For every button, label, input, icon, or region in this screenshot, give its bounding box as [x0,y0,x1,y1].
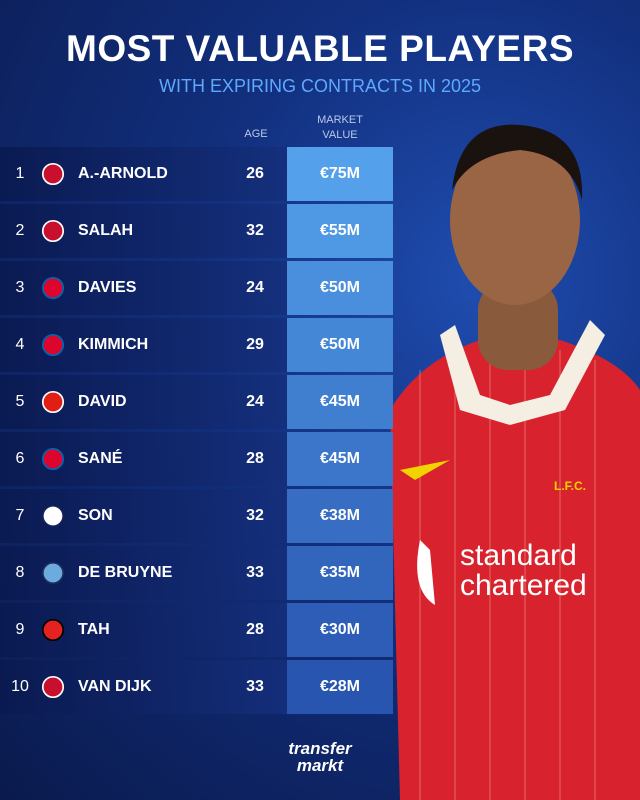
player-name: TAH [78,621,110,638]
market-value: €55M [287,204,393,258]
table-row: 6 SANÉ 28 €45M [0,432,393,486]
swoosh [400,460,450,480]
column-header: MARKET VALUE [317,114,363,141]
sponsor-icon [417,540,435,605]
rank: 8 [15,564,25,581]
neck [478,280,558,370]
age: 33 [246,564,264,581]
sponsor-text: standard [460,539,577,572]
club-logo [41,504,65,528]
market-value: €50M [287,318,393,372]
rank: 7 [15,507,25,524]
player-name: DE BRUYNE [78,564,173,581]
title: MOST VALUABLE PLAYERS [66,28,574,69]
hair [452,124,583,200]
market-value: €35M [287,546,393,600]
table-row: 2 SALAH 32 €55M [0,204,393,258]
table-row: 3 DAVIES 24 €50M [0,261,393,315]
brand-text: transfer [288,739,352,758]
collar [440,320,605,425]
table-row: 10 VAN DIJK 33 €28M [0,660,393,714]
age: 32 [246,222,264,239]
jersey [390,340,640,800]
table-row: 9 TAH 28 €30M [0,603,393,657]
age: 28 [246,450,264,467]
brand-text: markt [296,756,344,775]
rank: 3 [15,279,25,296]
club-logo [41,618,65,642]
rank: 2 [15,222,25,239]
market-value: €30M [287,603,393,657]
table-row: 8 DE BRUYNE 33 €35M [0,546,393,600]
head [450,135,580,305]
club-logo [41,675,65,699]
table-row: 1 A.-ARNOLD 26 €75M [0,147,393,201]
column-header: AGE [244,128,268,140]
player-photo: L.F.C. standard chartered [390,124,640,800]
rank: 10 [11,678,29,695]
rank: 1 [15,165,25,182]
brand-logo: transfer markt [276,740,364,774]
player-name: VAN DIJK [78,678,152,695]
market-value: €75M [287,147,393,201]
age: 28 [246,621,264,638]
player-name: SALAH [78,222,134,239]
table-row: 7 SON 32 €38M [0,489,393,543]
rank: 9 [15,621,25,638]
club-logo [41,162,65,186]
market-value: €38M [287,489,393,543]
age: 33 [246,678,264,695]
club-logo [41,447,65,471]
club-logo [41,561,65,585]
crest-text: L.F.C. [554,479,586,493]
market-value: €45M [287,432,393,486]
age: 24 [246,279,264,296]
market-value: €50M [287,261,393,315]
age: 24 [246,393,264,410]
player-name: SANÉ [78,450,123,467]
rank: 4 [15,336,25,353]
club-logo [41,390,65,414]
age: 32 [246,507,264,524]
rank: 5 [15,393,25,410]
club-logo [41,276,65,300]
player-name: SON [78,507,113,524]
rank: 6 [15,450,25,467]
subtitle: WITH EXPIRING CONTRACTS IN 2025 [158,76,482,96]
sponsor-text: chartered [460,569,587,602]
table-row: 5 DAVID 24 €45M [0,375,393,429]
club-logo [41,219,65,243]
market-value: €45M [287,375,393,429]
player-name: DAVIES [78,279,137,296]
market-value: €28M [287,660,393,714]
table-row: 4 KIMMICH 29 €50M [0,318,393,372]
age: 26 [246,165,264,182]
age: 29 [246,336,264,353]
player-name: KIMMICH [78,336,149,353]
player-name: A.-ARNOLD [78,165,168,182]
club-logo [41,333,65,357]
player-name: DAVID [78,393,127,410]
